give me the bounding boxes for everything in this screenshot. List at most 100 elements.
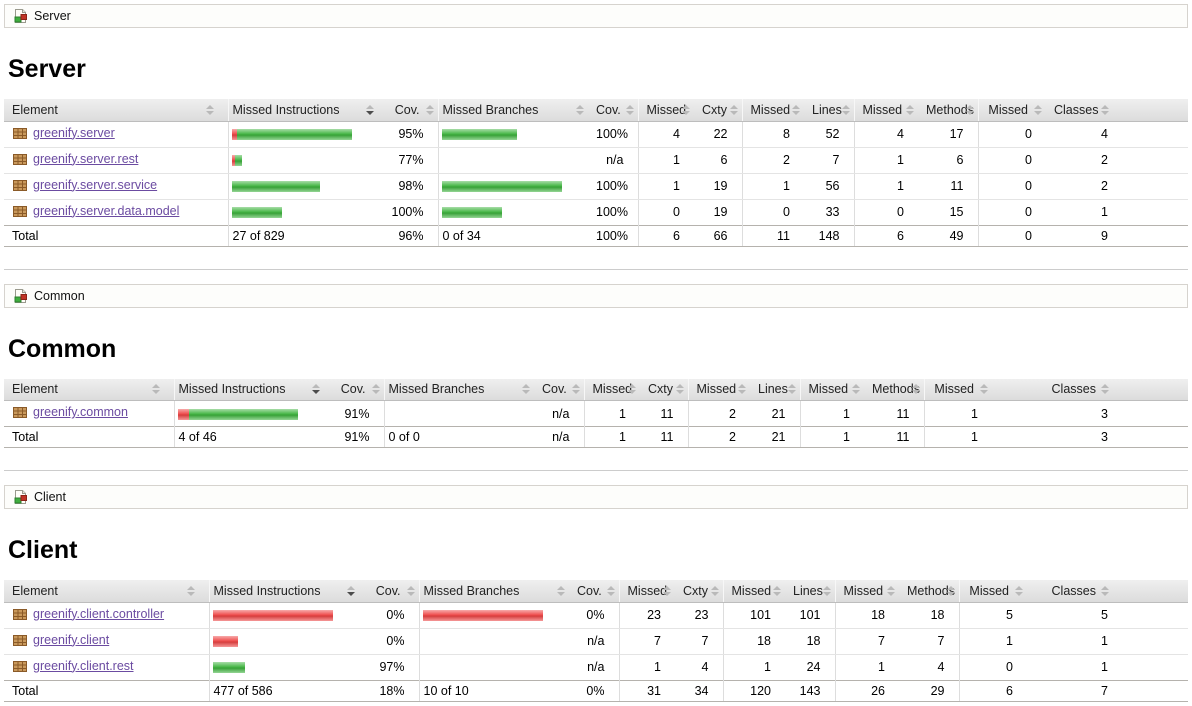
package-link[interactable]: greenify.server <box>33 125 115 140</box>
column-header-missed-11[interactable]: Missed <box>923 378 992 401</box>
package-link[interactable]: greenify.server.rest <box>33 151 139 166</box>
counter-cell: 0 <box>977 199 1046 225</box>
package-link[interactable]: greenify.client.rest <box>33 658 134 673</box>
table-row: greenify.client.controller 0% 0% 23 23 101 101… <box>4 602 1188 629</box>
sort-icon <box>627 384 637 395</box>
column-header-lines-8[interactable]: Lines <box>804 99 854 122</box>
column-header-methods-10[interactable]: Methods <box>918 99 978 122</box>
branches-coverage-value: n/a <box>569 628 619 655</box>
column-header-classes-12[interactable]: Classes <box>1046 99 1188 122</box>
instructions-coverage-bar <box>208 654 359 680</box>
sort-icon <box>710 585 720 596</box>
column-header-methods-10[interactable]: Methods <box>864 378 924 401</box>
package-link[interactable]: greenify.common <box>33 405 128 419</box>
column-header-methods-10[interactable]: Methods <box>899 580 959 603</box>
column-header-label: Missed Instructions <box>213 583 321 598</box>
counter-cell: 19 <box>713 205 728 219</box>
sort-icon <box>186 585 196 596</box>
column-header-missed-11[interactable]: Missed <box>958 580 1027 603</box>
column-header-cov--4[interactable]: Cov. <box>534 378 584 401</box>
column-header-missed-7[interactable]: Missed <box>687 378 750 401</box>
package-link[interactable]: greenify.server.data.model <box>33 203 180 218</box>
column-header-label: Missed Branches <box>388 382 485 397</box>
sort-icon <box>851 384 861 395</box>
covered-bar-segment <box>236 129 352 141</box>
column-header-classes-12[interactable]: Classes <box>1027 580 1188 603</box>
counter-cell: 18 <box>785 628 835 655</box>
column-header-element-0[interactable]: Element <box>4 580 209 603</box>
sort-up-arrow <box>906 104 914 109</box>
column-header-missed-11[interactable]: Missed <box>977 99 1046 122</box>
column-header-missed-branches-3[interactable]: Missed Branches <box>437 99 588 122</box>
column-header-missed-instructions-1[interactable]: Missed Instructions <box>173 378 324 401</box>
package-link[interactable]: greenify.client.controller <box>33 606 165 621</box>
column-header-cov--4[interactable]: Cov. <box>569 580 619 603</box>
branches-coverage-bar-wrap <box>441 207 502 219</box>
sort-down-arrow <box>965 110 974 115</box>
column-header-missed-7[interactable]: Missed <box>722 580 785 603</box>
sort-down-arrow <box>625 110 634 115</box>
counter-cell: 22 <box>694 121 742 148</box>
header-row: Element Missed Instructions Cov. Missed Bra… <box>4 99 1188 122</box>
column-header-missed-9[interactable]: Missed <box>834 580 899 603</box>
coverage-table-common: Element Missed Instructions Cov. Missed Bra… <box>4 378 1188 448</box>
column-header-missed-5[interactable]: Missed <box>618 580 675 603</box>
column-header-cxty-6[interactable]: Cxty <box>640 378 688 401</box>
total-counter-cell: 1 <box>583 426 640 448</box>
total-row: Total 477 of 586 18% 10 of 10 0% 31 34 120 143 26… <box>4 679 1188 702</box>
sort-down-arrow <box>571 390 580 395</box>
package-link[interactable]: greenify.server.service <box>33 177 158 192</box>
column-header-cov--2[interactable]: Cov. <box>378 99 438 122</box>
sort-down-arrow <box>773 591 781 596</box>
sort-icon <box>911 384 921 395</box>
covered-bar-segment <box>231 207 282 219</box>
column-header-missed-branches-3[interactable]: Missed Branches <box>418 580 569 603</box>
column-header-classes-12[interactable]: Classes <box>992 378 1188 401</box>
element-cell: greenify.server.data.model <box>4 199 228 225</box>
column-header-missed-9[interactable]: Missed <box>799 378 864 401</box>
package-link[interactable]: greenify.client <box>33 632 110 647</box>
sort-up-arrow <box>663 585 671 590</box>
column-header-missed-instructions-1[interactable]: Missed Instructions <box>208 580 359 603</box>
column-header-label: Methods <box>926 102 974 117</box>
column-header-element-0[interactable]: Element <box>4 99 228 122</box>
element-cell-inner: greenify.server.rest <box>12 151 138 167</box>
column-header-missed-branches-3[interactable]: Missed Branches <box>383 378 534 401</box>
sort-icon <box>575 104 585 115</box>
sort-icon <box>737 384 747 395</box>
column-header-label: Classes <box>1051 382 1096 397</box>
element-cell: greenify.common <box>4 401 174 427</box>
column-header-missed-instructions-1[interactable]: Missed Instructions <box>227 99 378 122</box>
branches-coverage-bar <box>418 628 569 655</box>
total-counter-cell: 11 <box>640 426 688 448</box>
column-header-label: Missed <box>750 102 791 117</box>
total-branches-coverage: 100% <box>588 224 638 247</box>
sort-down-arrow <box>606 591 615 596</box>
column-header-missed-7[interactable]: Missed <box>741 99 804 122</box>
counter-cell: 1 <box>722 654 785 680</box>
total-counter-cell: 6 <box>637 224 694 247</box>
sort-icon <box>675 384 685 395</box>
column-header-cov--2[interactable]: Cov. <box>324 378 384 401</box>
sort-icon <box>425 104 435 115</box>
counter-cell: 33 <box>825 205 840 219</box>
element-cell: greenify.server <box>4 121 228 148</box>
column-header-missed-5[interactable]: Missed <box>637 99 694 122</box>
column-header-cxty-6[interactable]: Cxty <box>694 99 742 122</box>
table-row: greenify.client 0% n/a 7 7 18 18 7 7 1 1 <box>4 628 1188 655</box>
counter-cell: 7 <box>618 628 675 655</box>
sort-down-arrow <box>663 591 671 596</box>
covered-bar-segment <box>188 408 298 420</box>
column-header-cov--2[interactable]: Cov. <box>359 580 419 603</box>
column-header-missed-5[interactable]: Missed <box>583 378 640 401</box>
sort-up-arrow <box>205 104 214 109</box>
column-header-missed-9[interactable]: Missed <box>853 99 918 122</box>
column-header-cxty-6[interactable]: Cxty <box>675 580 723 603</box>
column-header-label: Missed <box>646 102 687 117</box>
counter-cell: 1 <box>958 628 1027 655</box>
column-header-element-0[interactable]: Element <box>4 378 174 401</box>
column-header-lines-8[interactable]: Lines <box>750 378 800 401</box>
column-header-lines-8[interactable]: Lines <box>785 580 835 603</box>
column-header-cov--4[interactable]: Cov. <box>588 99 638 122</box>
sort-icon <box>1014 585 1024 596</box>
